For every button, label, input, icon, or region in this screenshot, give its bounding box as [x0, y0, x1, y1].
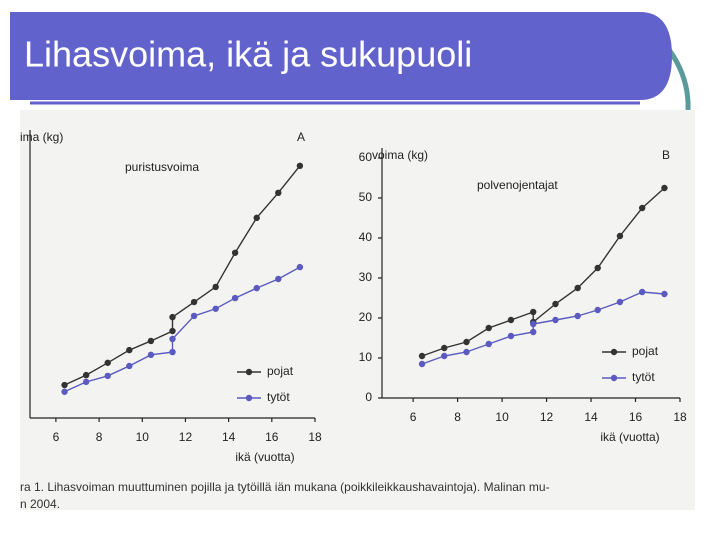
x-tick-label: 6 [53, 430, 60, 444]
y-tick-label: 60 [359, 150, 373, 164]
data-point [275, 189, 282, 197]
data-point [661, 290, 668, 298]
data-point [212, 305, 219, 312]
legend-label: pojat [632, 344, 659, 358]
y-tick-label: 10 [359, 350, 373, 364]
data-point [126, 362, 133, 370]
x-tick-label: 16 [629, 410, 643, 424]
x-axis-label: ikä (vuotta) [235, 450, 294, 464]
x-tick-label: 18 [673, 410, 687, 424]
data-point [574, 284, 581, 292]
data-point [169, 327, 176, 335]
data-point [169, 348, 176, 356]
data-point [552, 316, 559, 324]
x-tick-label: 18 [308, 430, 322, 444]
data-point [104, 359, 111, 366]
data-point [147, 351, 155, 359]
y-tick-label: 50 [359, 190, 373, 204]
scan-background [20, 110, 695, 510]
data-point [61, 381, 68, 389]
x-tick-label: 14 [584, 410, 598, 424]
data-point [441, 352, 448, 360]
data-point [418, 360, 426, 368]
legend-label: pojat [267, 364, 294, 378]
data-point [253, 284, 260, 292]
slide-title: Lihasvoima, ikä ja sukupuoli [24, 34, 472, 75]
caption-line: ra 1. Lihasvoiman muuttuminen pojilla ja… [20, 480, 550, 494]
data-point [231, 294, 239, 302]
data-point [275, 275, 282, 283]
panel-label: A [297, 130, 305, 144]
x-tick-label: 8 [96, 430, 103, 444]
data-point [661, 184, 668, 192]
x-tick-label: 16 [265, 430, 279, 444]
data-point [418, 352, 426, 360]
y-tick-label: 0 [365, 390, 372, 404]
title-bar [10, 12, 672, 100]
x-tick-label: 14 [222, 430, 236, 444]
data-point [296, 263, 304, 271]
y-axis-label: ima (kg) [20, 130, 63, 144]
data-point [552, 300, 559, 308]
legend-marker [245, 368, 253, 376]
data-point [485, 324, 492, 332]
annotation: polvenojentajat [477, 178, 558, 192]
y-axis-label: voima (kg) [372, 148, 428, 162]
x-tick-label: 8 [454, 410, 461, 424]
y-tick-label: 40 [359, 230, 373, 244]
data-point [212, 283, 219, 291]
data-point [574, 312, 581, 320]
data-point [61, 388, 68, 395]
data-point [463, 338, 470, 346]
data-point [485, 340, 492, 348]
data-point [82, 378, 90, 386]
data-point [616, 232, 624, 240]
data-point [530, 328, 537, 336]
annotation: puristusvoima [125, 160, 199, 174]
data-point [638, 204, 646, 212]
caption-line: n 2004. [20, 497, 60, 511]
data-point [190, 312, 198, 320]
x-tick-label: 12 [179, 430, 193, 444]
data-point [231, 249, 239, 256]
data-point [147, 337, 155, 345]
data-point [253, 214, 260, 222]
data-point [82, 371, 90, 379]
data-point [638, 288, 646, 296]
data-point [126, 346, 133, 354]
y-tick-label: 30 [359, 270, 373, 284]
x-tick-label: 10 [136, 430, 150, 444]
legend-marker [610, 374, 618, 382]
data-point [616, 298, 624, 306]
data-point [169, 313, 176, 321]
data-point [530, 320, 537, 328]
data-point [530, 308, 537, 316]
data-point [296, 162, 304, 170]
data-point [463, 348, 470, 356]
data-point [507, 332, 515, 340]
y-tick-label: 20 [359, 310, 373, 324]
legend-marker [245, 394, 253, 402]
legend-label: tytöt [632, 370, 655, 384]
panel-label: B [662, 148, 670, 162]
legend-marker [610, 348, 618, 356]
data-point [594, 306, 601, 314]
data-point [104, 372, 111, 380]
data-point [594, 264, 601, 272]
data-point [507, 316, 515, 324]
x-tick-label: 12 [540, 410, 554, 424]
data-point [190, 298, 198, 306]
data-point [441, 344, 448, 352]
data-point [169, 335, 176, 343]
x-tick-label: 10 [495, 410, 509, 424]
legend-label: tytöt [267, 390, 290, 404]
x-tick-label: 6 [410, 410, 417, 424]
x-axis-label: ikä (vuotta) [600, 430, 659, 444]
